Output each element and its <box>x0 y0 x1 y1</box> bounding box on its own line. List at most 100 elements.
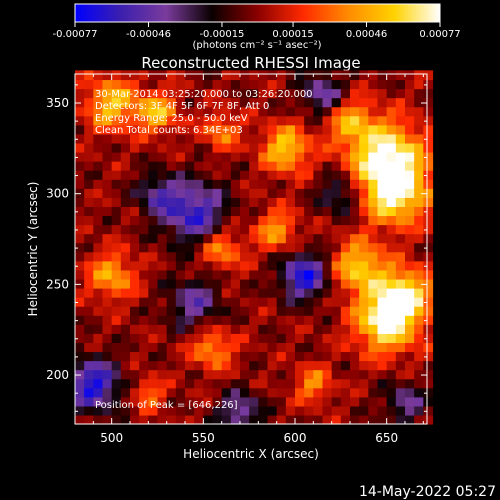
heatmap-cell <box>203 170 214 180</box>
heatmap-cell <box>258 333 269 343</box>
heatmap-cell <box>340 278 351 289</box>
heatmap-cell <box>258 387 269 398</box>
heatmap-cell <box>350 287 360 298</box>
heatmap-cell <box>423 306 434 316</box>
heatmap-cell <box>240 405 250 416</box>
heatmap-cell <box>285 369 296 380</box>
heatmap-cell <box>240 342 250 353</box>
heatmap-cell <box>102 251 113 262</box>
heatmap-cell <box>258 287 269 298</box>
heatmap-cell <box>395 297 406 307</box>
heatmap-cell <box>194 79 204 90</box>
heatmap-cell <box>194 306 204 316</box>
heatmap-cell <box>258 378 269 389</box>
heatmap-cell <box>377 233 388 244</box>
heatmap-cell <box>185 315 195 325</box>
heatmap-cell <box>295 342 305 353</box>
heatmap-cell <box>276 224 287 235</box>
heatmap-cell <box>258 297 269 307</box>
heatmap-cell <box>249 161 259 171</box>
heatmap-cell <box>148 242 159 253</box>
heatmap-cell <box>93 124 104 135</box>
heatmap-cell <box>120 251 131 262</box>
heatmap-cell <box>340 315 351 325</box>
heatmap-cell <box>295 278 305 289</box>
heatmap-cell <box>249 224 259 235</box>
heatmap-cell <box>405 197 415 207</box>
heatmap-cell <box>249 333 259 343</box>
heatmap-cell <box>203 278 214 289</box>
heatmap-cell <box>322 396 333 407</box>
heatmap-cell <box>240 106 250 117</box>
heatmap-cell <box>331 378 342 389</box>
heatmap-cell <box>120 133 131 144</box>
y-tick-label: 250 <box>46 277 69 291</box>
heatmap-cell <box>340 242 351 253</box>
heatmap-cell <box>322 106 333 117</box>
heatmap-cell <box>102 79 113 90</box>
heatmap-cell <box>148 88 159 99</box>
heatmap-cell <box>350 396 360 407</box>
heatmap-cell <box>340 79 351 90</box>
heatmap-cell <box>175 170 186 180</box>
heatmap-cell <box>166 369 177 380</box>
heatmap-cell <box>221 269 232 280</box>
heatmap-cell <box>377 387 388 398</box>
heatmap-cell <box>240 324 250 334</box>
heatmap-cell <box>84 188 94 198</box>
heatmap-cell <box>175 97 186 108</box>
heatmap-cell <box>111 224 122 235</box>
heatmap-cell <box>276 396 287 407</box>
y-axis-label: Heliocentric Y (arcsec) <box>26 182 40 317</box>
heatmap-cell <box>139 251 149 262</box>
heatmap-cell <box>285 405 296 416</box>
heatmap-cell <box>240 170 250 180</box>
heatmap-cell <box>423 242 434 253</box>
heatmap-cell <box>102 378 113 389</box>
heatmap-cell <box>130 387 140 398</box>
heatmap-cell <box>304 306 314 316</box>
heatmap-cell <box>221 161 232 171</box>
heatmap-cell <box>120 351 131 362</box>
heatmap-cell <box>130 179 140 189</box>
heatmap-cell <box>230 79 241 90</box>
heatmap-cell <box>157 324 168 334</box>
heatmap-cell <box>267 396 278 407</box>
heatmap-cell <box>212 251 223 262</box>
heatmap-cell <box>414 233 424 244</box>
heatmap-cell <box>395 315 406 325</box>
heatmap-cell <box>203 387 214 398</box>
heatmap-cell <box>102 306 113 316</box>
heatmap-cell <box>258 369 269 380</box>
heatmap-cell <box>285 115 296 126</box>
heatmap-cell <box>120 115 131 126</box>
heatmap-cell <box>221 387 232 398</box>
peak-position-label: Position of Peak = [646,226] <box>95 400 238 411</box>
heatmap-cell <box>423 97 434 108</box>
heatmap-cell <box>203 142 214 153</box>
heatmap-cell <box>175 115 186 126</box>
heatmap-cell <box>93 106 104 117</box>
heatmap-cell <box>148 97 159 108</box>
heatmap-cell <box>322 251 333 262</box>
heatmap-cell <box>102 70 113 81</box>
heatmap-cell <box>84 170 94 180</box>
heatmap-cell <box>395 351 406 362</box>
heatmap-cell <box>249 396 259 407</box>
heatmap-cell <box>386 260 397 271</box>
heatmap-cell <box>267 215 278 226</box>
heatmap-cell <box>368 151 379 162</box>
heatmap-cell <box>386 269 397 280</box>
heatmap-cell <box>249 414 259 425</box>
heatmap-cell <box>102 215 113 226</box>
heatmap-cell <box>111 315 122 325</box>
heatmap-cell <box>75 315 85 325</box>
heatmap-cell <box>139 387 149 398</box>
heatmap-cell <box>368 287 379 298</box>
heatmap-cell <box>331 124 342 135</box>
heatmap-cell <box>285 324 296 334</box>
heatmap-cell <box>304 242 314 253</box>
heatmap-cell <box>212 79 223 90</box>
heatmap-cell <box>157 378 168 389</box>
